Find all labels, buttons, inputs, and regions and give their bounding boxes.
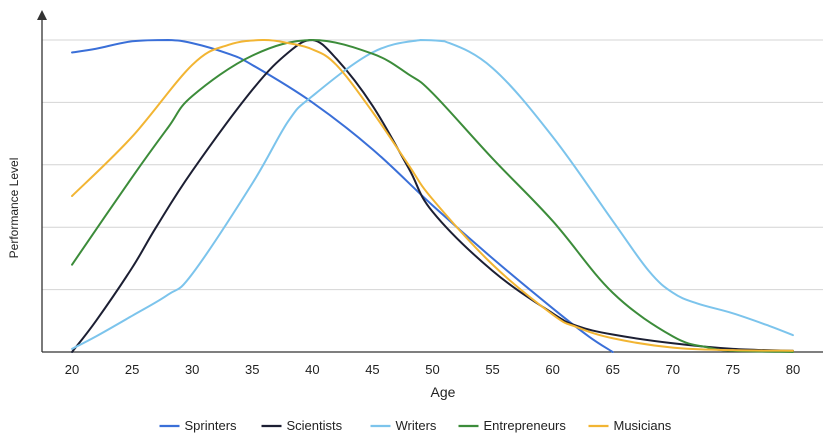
- legend-label-sprinters: Sprinters: [185, 418, 238, 433]
- x-tick-label: 45: [365, 362, 379, 377]
- legend-label-writers: Writers: [396, 418, 437, 433]
- y-axis-title: Performance Level: [7, 158, 21, 259]
- x-tick-label: 60: [545, 362, 559, 377]
- x-tick-label: 50: [425, 362, 439, 377]
- x-tick-label: 65: [605, 362, 619, 377]
- y-axis-arrow: [37, 10, 47, 20]
- x-tick-label: 70: [666, 362, 680, 377]
- legend: Sprinters Scientists Writers Entrepreneurs M…: [159, 418, 672, 433]
- series-line-sprinters: [71, 39, 614, 353]
- x-tick-label: 20: [65, 362, 79, 377]
- x-tick-label: 75: [726, 362, 740, 377]
- x-axis-title: Age: [431, 384, 456, 400]
- gridlines: [42, 39, 823, 291]
- x-tick-label: 35: [245, 362, 259, 377]
- axes: [37, 10, 823, 353]
- x-tick-label: 55: [485, 362, 499, 377]
- series-line-writers: [71, 39, 794, 350]
- series-lines: [71, 39, 794, 353]
- x-tick-labels: 20 25 30 35 40 45 50 55 60 65 70 75 80: [65, 362, 800, 377]
- legend-label-musicians: Musicians: [614, 418, 672, 433]
- series-line-musicians: [71, 39, 794, 352]
- series-line-scientists: [71, 39, 794, 353]
- legend-label-entrepreneurs: Entrepreneurs: [484, 418, 567, 433]
- legend-label-scientists: Scientists: [287, 418, 343, 433]
- x-tick-label: 40: [305, 362, 319, 377]
- x-tick-label: 30: [185, 362, 199, 377]
- x-tick-label: 80: [786, 362, 800, 377]
- x-tick-label: 25: [125, 362, 139, 377]
- series-line-entrepreneurs: [71, 39, 794, 353]
